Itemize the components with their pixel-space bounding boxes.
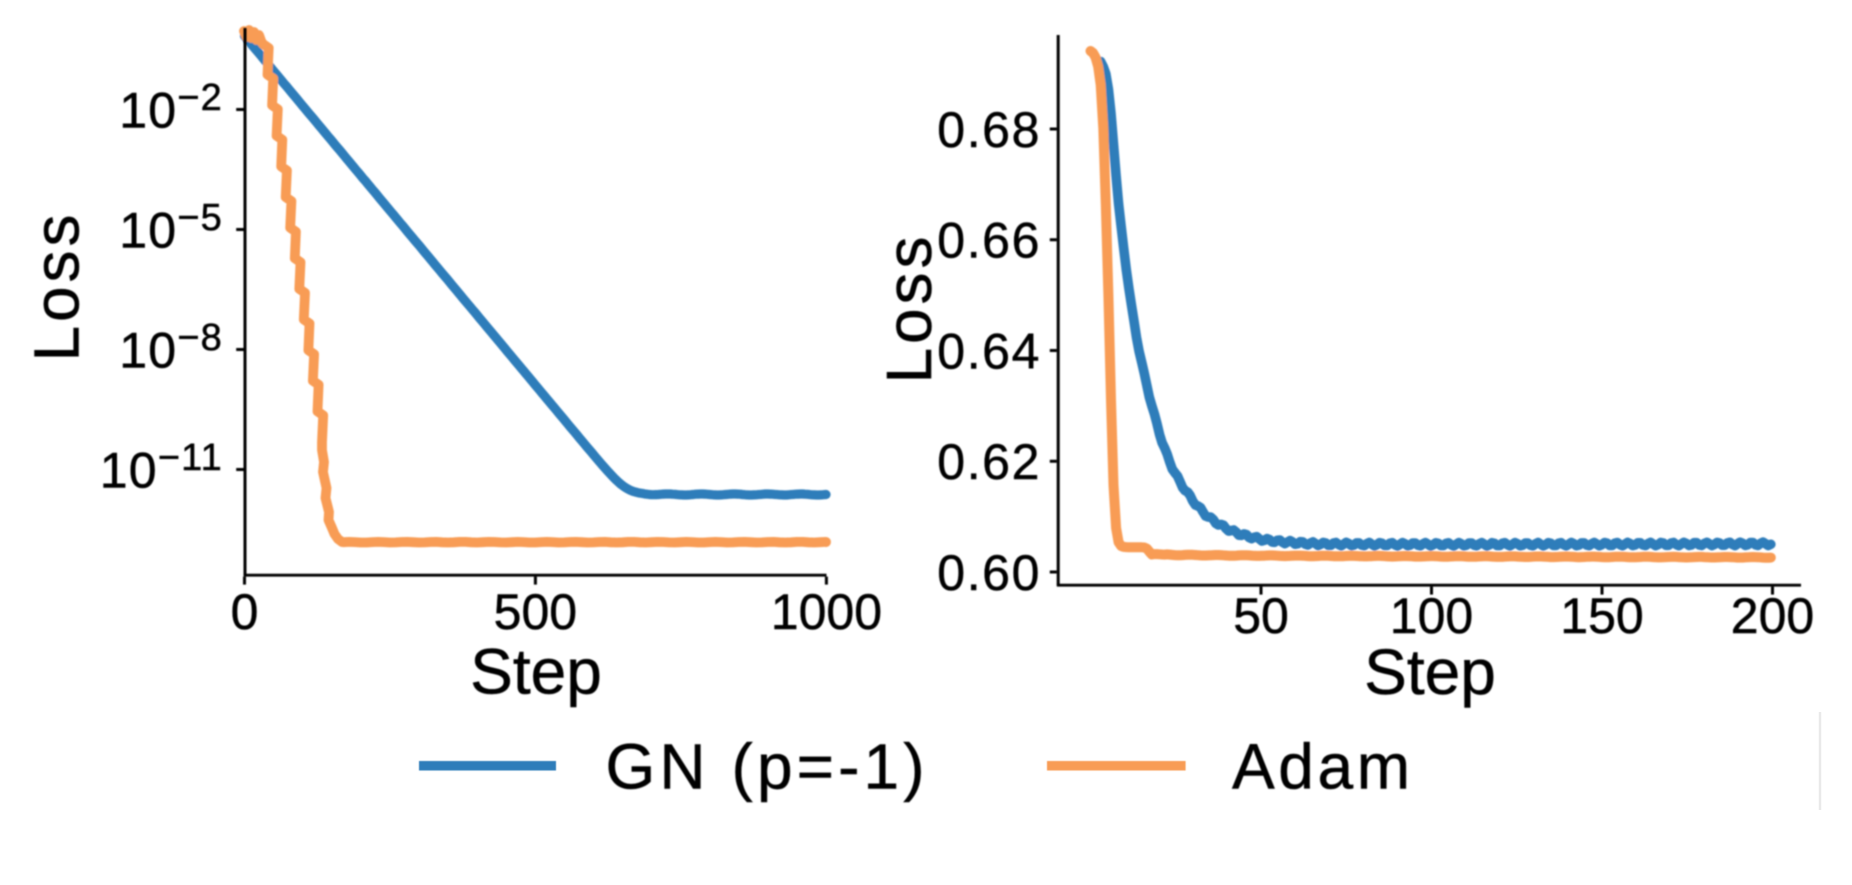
svg-text:0.64: 0.64: [937, 323, 1041, 379]
svg-text:Step: Step: [470, 636, 602, 708]
svg-text:0.68: 0.68: [937, 102, 1041, 158]
svg-text:0.66: 0.66: [937, 213, 1041, 269]
svg-text:0: 0: [231, 584, 259, 640]
svg-text:1000: 1000: [771, 584, 882, 640]
svg-text:150: 150: [1560, 588, 1643, 644]
svg-text:Adam: Adam: [1232, 731, 1410, 803]
svg-text:Loss: Loss: [21, 215, 93, 362]
svg-text:10−2: 10−2: [119, 77, 223, 139]
svg-text:500: 500: [494, 584, 577, 640]
svg-text:Loss: Loss: [873, 237, 945, 384]
svg-text:0.62: 0.62: [937, 434, 1041, 490]
svg-text:Step: Step: [1364, 636, 1496, 708]
svg-text:200: 200: [1731, 588, 1814, 644]
svg-text:0.60: 0.60: [937, 545, 1041, 601]
svg-text:10−8: 10−8: [119, 317, 223, 379]
svg-text:50: 50: [1233, 588, 1289, 644]
svg-text:GN (p=-1): GN (p=-1): [606, 731, 925, 803]
svg-text:10−5: 10−5: [119, 197, 223, 258]
svg-text:100: 100: [1390, 588, 1473, 644]
